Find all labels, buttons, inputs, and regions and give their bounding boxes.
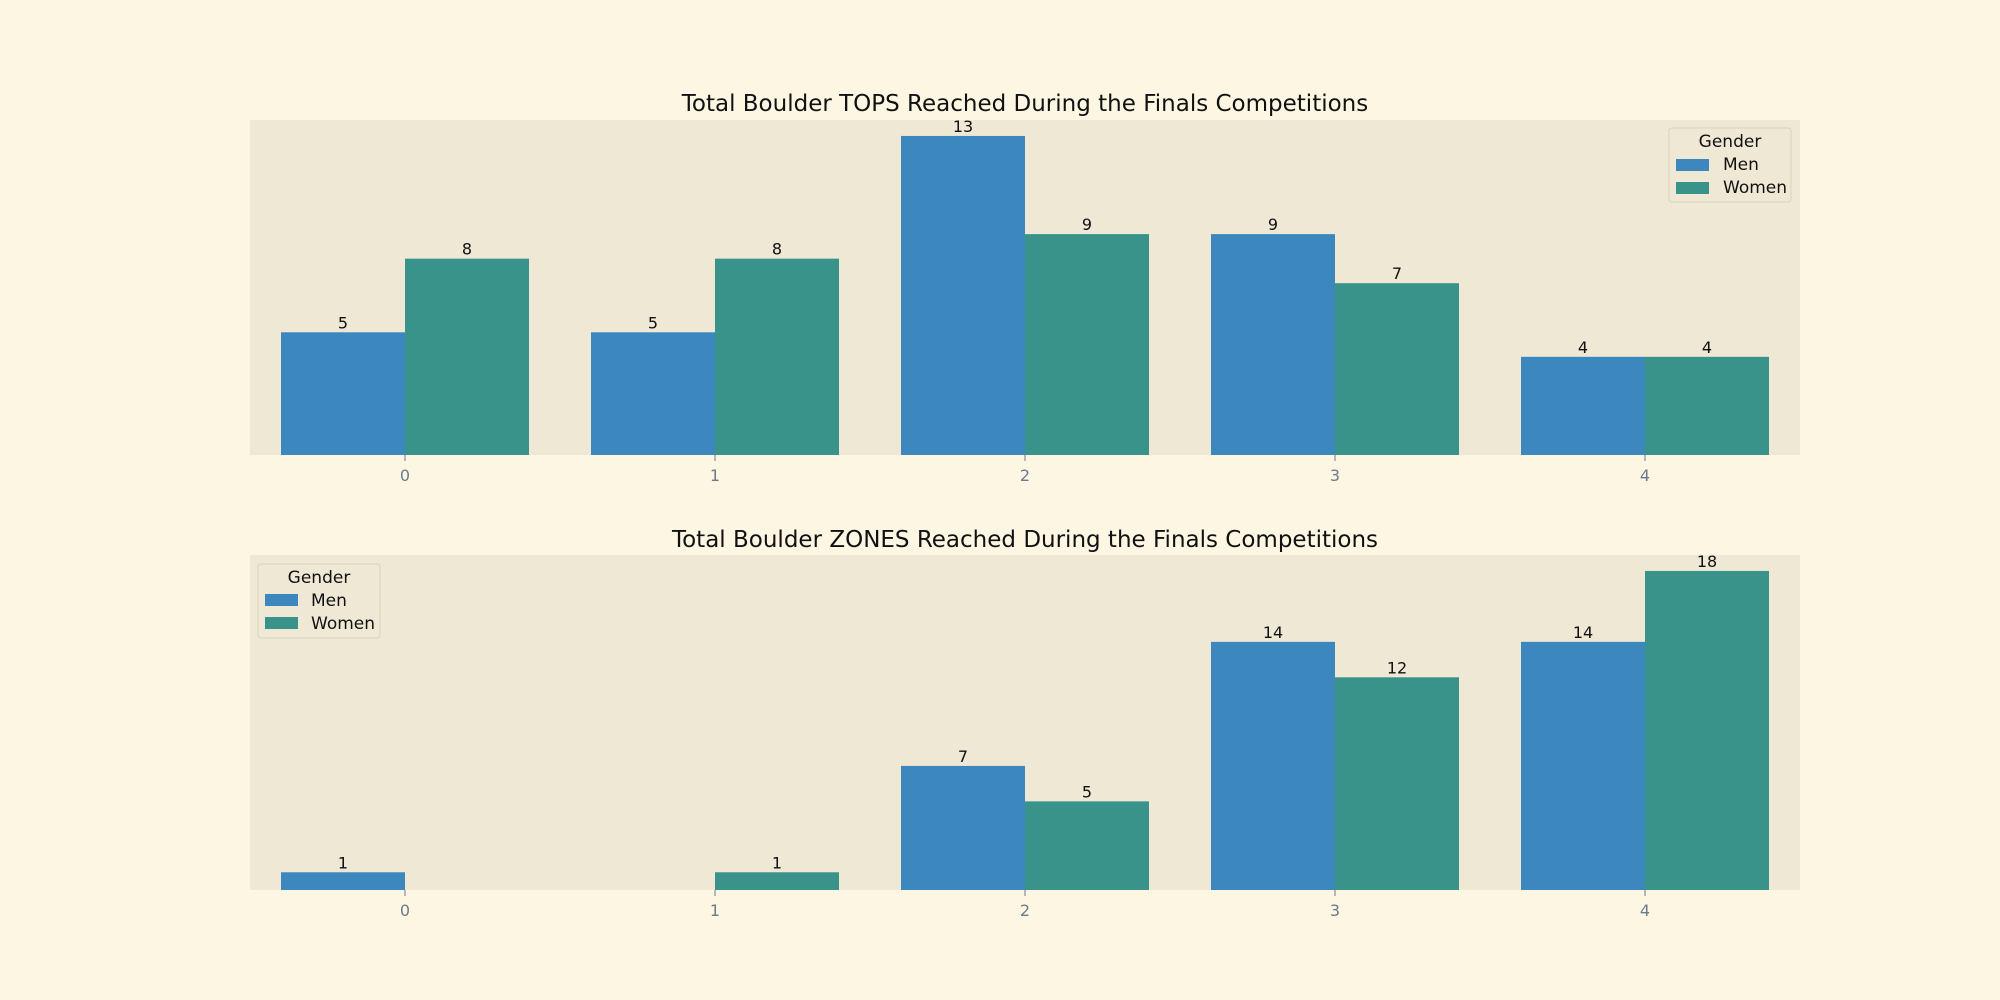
- tops-x-tick-label-3: 3: [1330, 466, 1340, 485]
- zones-value-labels: 1 1 7 5 14 12 14 18: [338, 552, 1717, 872]
- zones-legend-swatch-women: [265, 617, 298, 629]
- tops-x-ticks: 0 1 2 3 4: [400, 455, 1650, 485]
- tops-value-label-women-4: 4: [1702, 338, 1712, 357]
- tops-x-tick-label-2: 2: [1020, 466, 1030, 485]
- tops-value-label-men-4: 4: [1578, 338, 1588, 357]
- tops-legend-label-men: Men: [1723, 155, 1759, 175]
- zones-value-label-men-4: 14: [1573, 623, 1593, 642]
- zones-legend-label-women: Women: [311, 614, 375, 634]
- tops-bar-men-4: [1521, 356, 1645, 455]
- tops-bar-women-4: [1645, 356, 1769, 455]
- zones-x-ticks: 0 1 2 3 4: [400, 890, 1650, 920]
- zones-value-label-women-3: 12: [1387, 658, 1407, 677]
- zones-chart-title: Total Boulder ZONES Reached During the F…: [671, 527, 1378, 553]
- zones-value-label-men-3: 14: [1263, 623, 1283, 642]
- zones-value-label-women-1: 1: [772, 853, 782, 872]
- zones-x-tick-label-3: 3: [1330, 901, 1340, 920]
- zones-legend-label-men: Men: [311, 591, 347, 611]
- tops-value-label-women-0: 8: [462, 240, 472, 259]
- tops-x-tick-label-0: 0: [400, 466, 410, 485]
- tops-value-label-women-3: 7: [1392, 264, 1402, 283]
- tops-bars: [281, 135, 1769, 455]
- tops-legend-swatch-men: [1676, 159, 1709, 171]
- zones-bar-women-4: [1645, 570, 1769, 890]
- zones-bars: [281, 570, 1769, 890]
- tops-value-label-women-1: 8: [772, 240, 782, 259]
- zones-x-tick-label-4: 4: [1640, 901, 1650, 920]
- tops-value-labels: 5 8 5 8 13 9 9 7 4 4: [338, 117, 1712, 357]
- tops-x-tick-label-1: 1: [710, 466, 720, 485]
- tops-legend-label-women: Women: [1723, 178, 1787, 198]
- tops-bar-women-2: [1025, 234, 1149, 455]
- zones-chart: Total Boulder ZONES Reached During the F…: [250, 527, 1800, 920]
- tops-bar-men-2: [901, 135, 1025, 455]
- tops-value-label-women-2: 9: [1082, 215, 1092, 234]
- zones-bar-men-3: [1211, 641, 1335, 890]
- tops-bar-women-3: [1335, 283, 1459, 455]
- zones-x-tick-label-0: 0: [400, 901, 410, 920]
- zones-bar-women-3: [1335, 677, 1459, 890]
- zones-legend: Gender Men Women: [257, 563, 381, 639]
- zones-legend-title: Gender: [288, 568, 351, 588]
- zones-x-tick-label-1: 1: [710, 901, 720, 920]
- tops-value-label-men-1: 5: [648, 313, 658, 332]
- tops-bar-men-1: [591, 332, 715, 455]
- tops-bar-men-0: [281, 332, 405, 455]
- zones-value-label-women-4: 18: [1697, 552, 1717, 571]
- zones-value-label-men-2: 7: [958, 747, 968, 766]
- tops-value-label-men-3: 9: [1268, 215, 1278, 234]
- zones-bar-women-2: [1025, 801, 1149, 890]
- zones-value-label-men-0: 1: [338, 853, 348, 872]
- tops-chart-title: Total Boulder TOPS Reached During the Fi…: [681, 91, 1369, 117]
- zones-bar-men-4: [1521, 641, 1645, 890]
- tops-chart: Total Boulder TOPS Reached During the Fi…: [250, 91, 1800, 485]
- tops-legend-swatch-women: [1676, 182, 1709, 194]
- zones-bar-women-1: [715, 872, 839, 890]
- tops-bar-women-0: [405, 258, 529, 455]
- tops-x-tick-label-4: 4: [1640, 466, 1650, 485]
- tops-value-label-men-0: 5: [338, 313, 348, 332]
- zones-legend-swatch-men: [265, 594, 298, 606]
- tops-legend-title: Gender: [1699, 132, 1762, 152]
- zones-bar-men-0: [281, 872, 405, 890]
- tops-bar-women-1: [715, 258, 839, 455]
- zones-value-label-women-2: 5: [1082, 782, 1092, 801]
- tops-bar-men-3: [1211, 234, 1335, 455]
- tops-legend: Gender Men Women: [1668, 127, 1792, 203]
- zones-bar-men-2: [901, 765, 1025, 890]
- tops-value-label-men-2: 13: [953, 117, 973, 136]
- zones-x-tick-label-2: 2: [1020, 901, 1030, 920]
